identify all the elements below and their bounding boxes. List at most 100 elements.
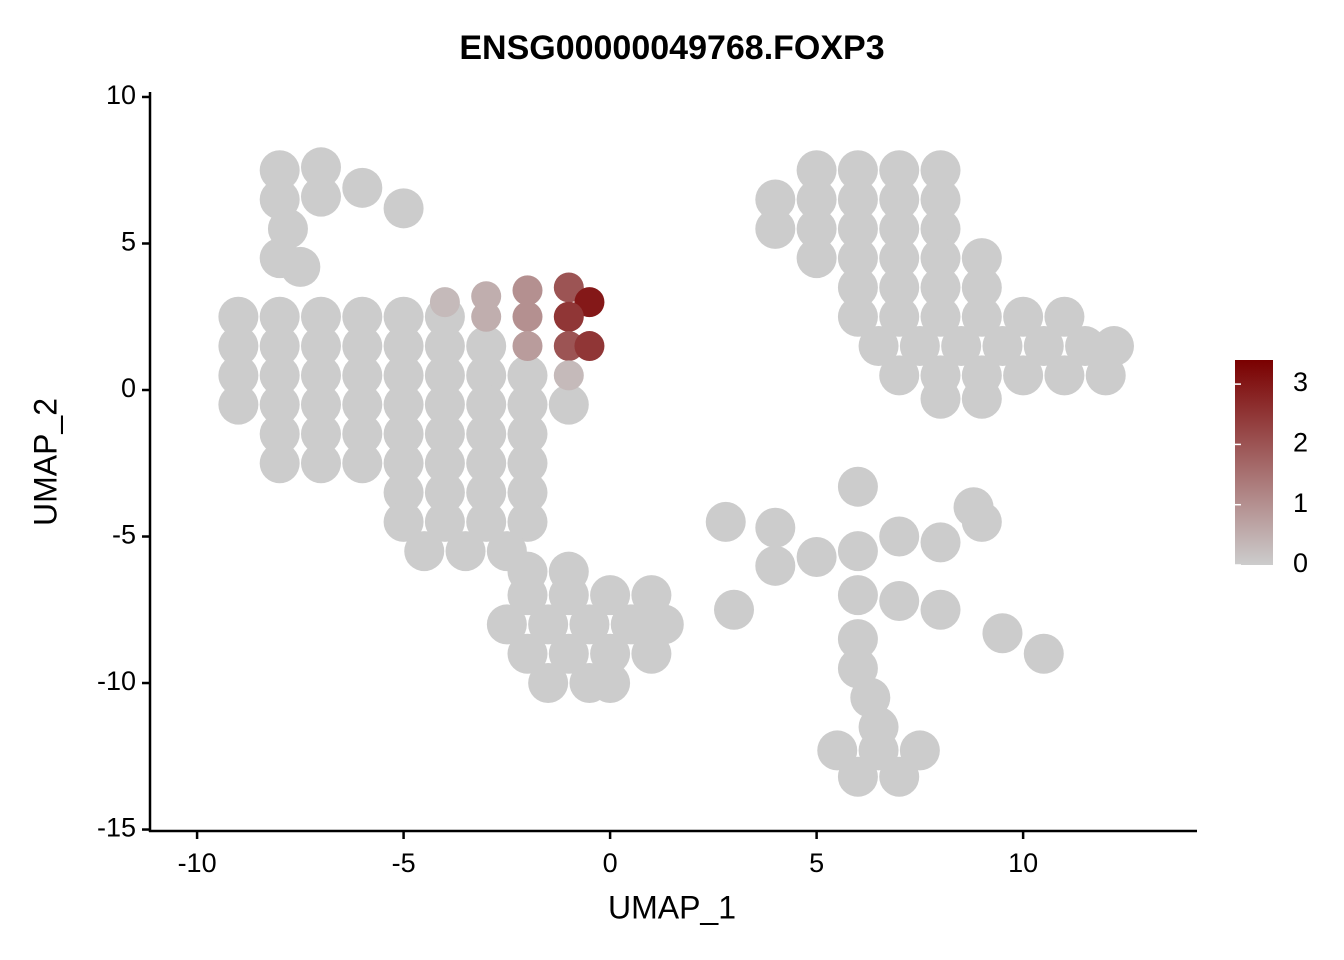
cell-point [705,501,746,542]
cell-point [548,633,589,674]
cell-point [424,501,465,542]
cell-point [1085,355,1126,396]
cell-point [259,355,300,396]
cell-point [466,384,507,425]
cell-point [837,619,878,660]
cell-point [961,267,1002,308]
cell-point [507,501,548,542]
cell-point [553,360,584,391]
cell-point [796,238,837,279]
cell-point [512,275,543,306]
cell-point [941,326,982,367]
cell-point [466,443,507,484]
cell-point [755,179,796,220]
cell-point [1003,355,1044,396]
cell-point [383,326,424,367]
cell-point [466,413,507,454]
cell-point [342,413,383,454]
cell-point [879,238,920,279]
cell-point [755,545,796,586]
cell-point [920,150,961,191]
cell-point [755,507,796,548]
cell-point [837,575,878,616]
cell-point [507,413,548,454]
cell-point [920,238,961,279]
cell-point [471,281,502,312]
cell-point [259,443,300,484]
y-tick-label: -10 [97,666,136,696]
cell-point [507,633,548,674]
cell-point [259,384,300,425]
cell-point [1003,296,1044,337]
cell-point [837,150,878,191]
cell-point [424,472,465,513]
cell-point [553,301,584,332]
cell-point [879,267,920,308]
colorbar-tick-label: 3 [1293,367,1308,397]
cell-point [837,756,878,797]
cell-point [528,663,569,704]
cell-point [300,296,341,337]
cell-point [507,443,548,484]
x-tick-label: -5 [392,848,416,878]
cell-point [837,296,878,337]
cell-point [1023,633,1064,674]
cell-point [342,167,383,208]
cell-point [383,296,424,337]
cell-point [1023,326,1064,367]
cell-point [300,443,341,484]
cell-point [879,516,920,557]
y-tick-label: 5 [121,227,136,257]
cell-point [553,331,584,362]
cell-point [837,531,878,572]
cell-point [342,443,383,484]
cell-point [507,575,548,616]
points [218,147,1134,797]
cell-point [218,326,259,367]
cell-point [259,296,300,337]
cell-point [574,331,605,362]
cell-point [466,355,507,396]
cell-point [548,575,589,616]
cell-point [342,296,383,337]
cell-point [610,604,651,645]
cell-point [383,413,424,454]
x-tick-label: 5 [809,848,824,878]
cell-point [259,413,300,454]
cell-point [569,604,610,645]
cell-point [424,326,465,367]
cell-point [466,472,507,513]
y-tick-label: -5 [112,520,136,550]
colorbar-tick-label: 0 [1293,548,1308,578]
cell-point [858,706,899,747]
cell-point [920,589,961,630]
cell-point [1065,326,1106,367]
cell-point [486,604,527,645]
cell-point [342,355,383,396]
cell-point [879,150,920,191]
x-tick-label: 0 [603,848,618,878]
cell-point [982,613,1023,654]
cell-point [590,663,631,704]
cell-point [631,633,672,674]
cell-point [300,413,341,454]
cell-point [837,179,878,220]
cell-point [796,537,837,578]
cell-point [796,150,837,191]
cell-point [383,384,424,425]
colorbar [1235,360,1273,565]
cell-point [507,355,548,396]
cell-point [879,756,920,797]
y-tick-label: 10 [106,80,136,110]
cell-point [879,208,920,249]
cell-point [300,147,341,188]
x-tick-label: 10 [1008,848,1038,878]
cell-point [466,501,507,542]
cell-point [837,238,878,279]
cell-point [383,443,424,484]
x-axis-title: UMAP_1 [608,889,736,925]
cell-point [383,188,424,229]
cell-point [796,179,837,220]
cell-point [714,589,755,630]
